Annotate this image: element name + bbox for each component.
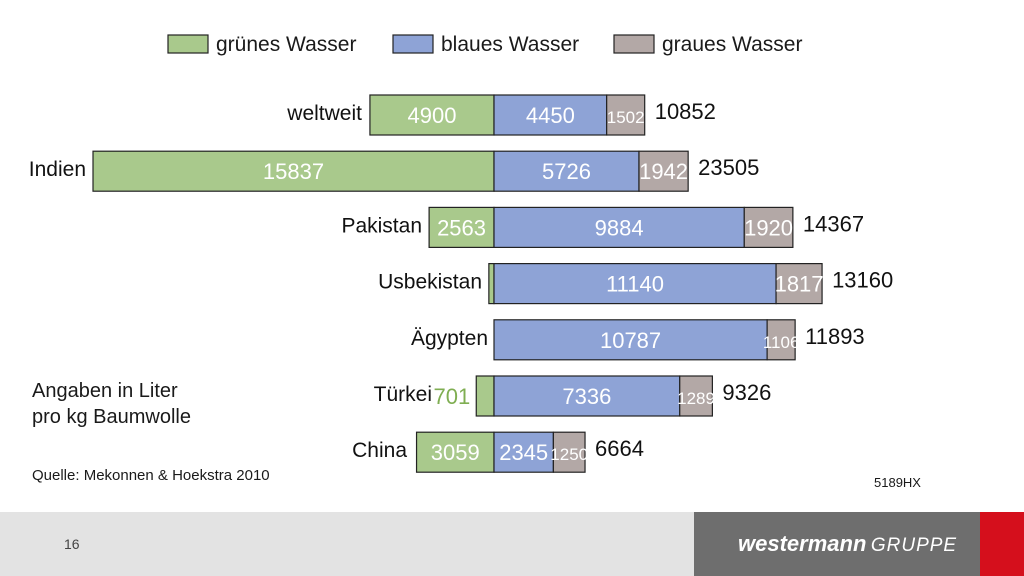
- legend-label-3: graues Wasser: [662, 33, 802, 56]
- value-label-2-row-6: 7336: [562, 384, 611, 409]
- bar-1-row-4: [488, 263, 495, 305]
- unit-note: Angaben in Liter pro kg Baumwolle: [32, 378, 191, 430]
- total-label-row-4: 13160: [832, 268, 893, 293]
- category-label-row-6: Türkei: [374, 383, 432, 406]
- footer-bar: 16 westermann GRUPPE: [0, 512, 1024, 576]
- legend-swatch-2: [392, 34, 434, 54]
- value-label-1-row-1: 4900: [407, 103, 456, 128]
- category-label-row-4: Usbekistan: [378, 271, 482, 294]
- value-label-2-row-5: 10787: [600, 328, 661, 353]
- category-label-row-3: Pakistan: [341, 214, 422, 237]
- bar-3-row-6: [679, 375, 713, 417]
- value-label-2-row-2: 5726: [542, 159, 591, 184]
- value-label-3-row-4: 1817: [775, 272, 824, 297]
- bar-3-row-5: [766, 319, 796, 361]
- category-label-row-7: China: [352, 439, 407, 462]
- bar-2-row-5: [493, 319, 768, 361]
- value-label-3-row-6: 1289: [677, 389, 715, 408]
- bar-2-row-4: [493, 263, 777, 305]
- bar-1-row-6: [475, 375, 495, 417]
- bar-3-row-1: [606, 94, 646, 136]
- legend-label-1: grünes Wasser: [216, 33, 356, 56]
- value-label-3-row-7: 1250: [550, 445, 588, 464]
- bar-2-row-2: [493, 150, 640, 192]
- legend-label-2: blaues Wasser: [441, 33, 579, 56]
- bar-1-row-7: [415, 431, 495, 473]
- brand-name: westermann: [738, 531, 867, 556]
- legend-swatch-3: [613, 34, 655, 54]
- bar-2-row-6: [493, 375, 681, 417]
- value-label-1-row-2: 15837: [263, 159, 324, 184]
- category-label-row-5: Ägypten: [411, 327, 488, 350]
- value-label-3-row-3: 1920: [744, 215, 793, 240]
- graphic-code: 5189HX: [874, 475, 921, 490]
- value-label-2-row-7: 2345: [499, 440, 548, 465]
- brand-subtitle: GRUPPE: [870, 535, 958, 556]
- total-label-row-1: 10852: [655, 99, 716, 124]
- total-label-row-7: 6664: [595, 436, 644, 461]
- brand-accent: [980, 512, 1024, 576]
- value-label-3-row-1: 1502: [607, 108, 645, 127]
- total-label-row-5: 11893: [805, 324, 865, 349]
- value-label-3-row-5: 1106: [763, 333, 800, 352]
- value-label-2-row-1: 4450: [526, 103, 575, 128]
- bar-1-row-1: [369, 94, 495, 136]
- bar-1-row-3: [428, 206, 495, 248]
- source-note: Quelle: Mekonnen & Hoekstra 2010: [32, 467, 270, 484]
- bar-3-row-2: [638, 150, 689, 192]
- brand-logo: westermann GRUPPE: [738, 531, 957, 557]
- value-label-3-row-2: 1942: [639, 159, 688, 184]
- value-label-1-row-6: 701: [434, 384, 471, 409]
- value-label-2-row-3: 9884: [595, 215, 644, 240]
- unit-note-line-1: Angaben in Liter: [32, 380, 178, 402]
- total-label-row-2: 23505: [698, 155, 759, 180]
- bar-2-row-1: [493, 94, 608, 136]
- total-label-row-3: 14367: [803, 211, 864, 236]
- bar-3-row-3: [743, 206, 794, 248]
- brand-box: westermann GRUPPE: [694, 512, 980, 576]
- legend-swatch-1: [167, 34, 209, 54]
- page-number: 16: [64, 536, 80, 552]
- bar-2-row-3: [493, 206, 745, 248]
- value-label-2-row-4: 11140: [606, 272, 664, 297]
- bar-3-row-7: [552, 431, 586, 473]
- category-label-row-1: weltweit: [286, 102, 362, 125]
- total-label-row-6: 9326: [722, 380, 771, 405]
- value-label-1-row-3: 2563: [437, 215, 486, 240]
- category-label-row-2: Indien: [29, 158, 86, 181]
- value-label-1-row-7: 3059: [431, 440, 480, 465]
- bar-2-row-7: [493, 431, 554, 473]
- chart: grünes Wasser blaues Wasser graues Wasser 4…: [29, 33, 893, 473]
- bar-3-row-4: [775, 263, 823, 305]
- unit-note-line-2: pro kg Baumwolle: [32, 406, 191, 428]
